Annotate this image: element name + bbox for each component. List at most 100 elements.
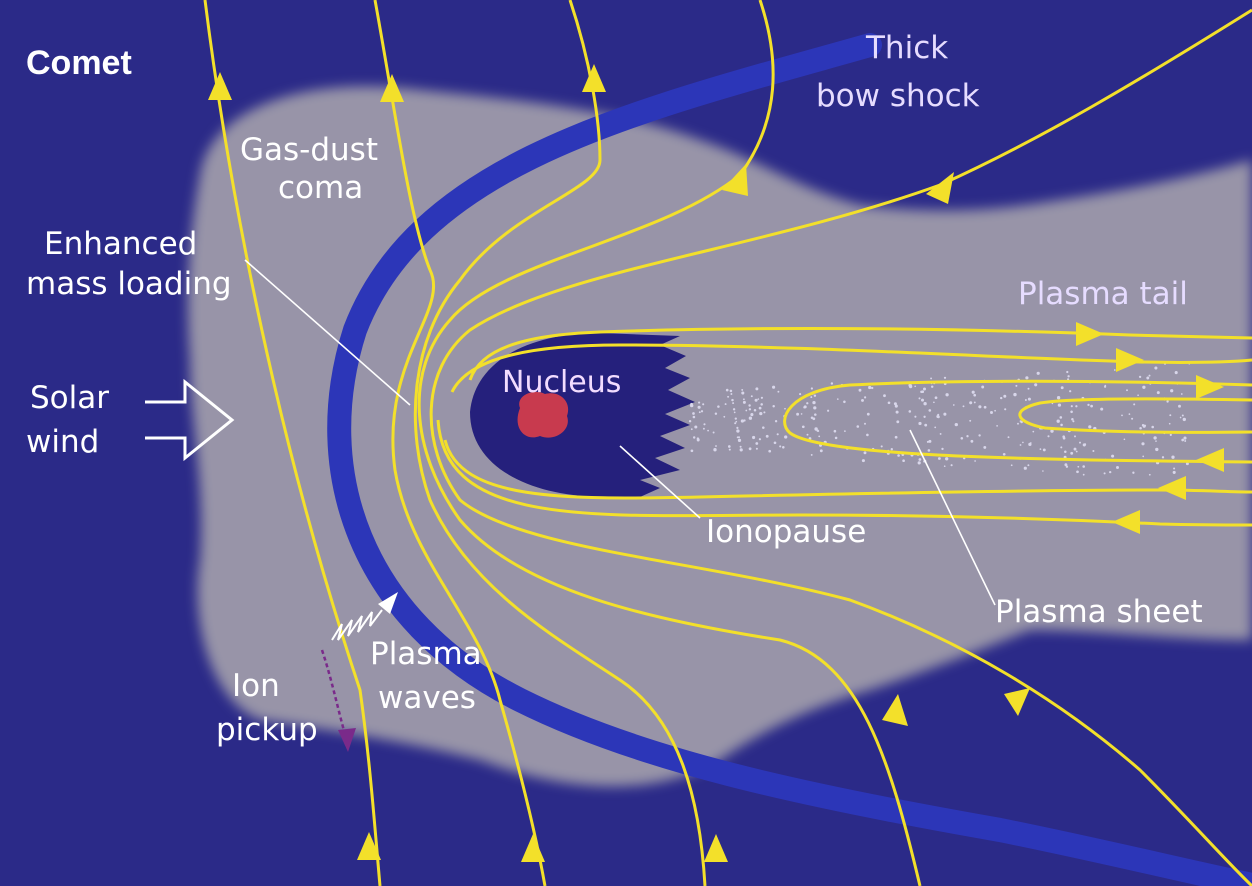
plasma-particle xyxy=(1010,464,1013,467)
plasma-particle xyxy=(803,406,806,409)
plasma-particle xyxy=(741,388,744,391)
plasma-particle xyxy=(943,465,946,468)
plasma-particle xyxy=(1103,472,1106,475)
plasma-particle xyxy=(1082,443,1086,447)
plasma-particle xyxy=(1161,456,1165,459)
plasma-particle xyxy=(724,403,727,406)
field-line-3 xyxy=(413,0,707,886)
plasma-particle xyxy=(943,376,947,379)
plasma-particle xyxy=(773,441,777,445)
coma-label-line1: Gas-dust xyxy=(240,132,378,168)
plasma-particle xyxy=(1172,470,1176,474)
plasma-particle xyxy=(833,429,837,433)
plasma-particle xyxy=(799,393,802,396)
plasma-particle xyxy=(943,412,947,416)
plasma-particle xyxy=(739,445,742,448)
plasma-particle xyxy=(796,412,800,416)
plasma-particle xyxy=(732,402,735,405)
plasma-particle xyxy=(1071,418,1074,421)
plasma-particle xyxy=(1004,408,1007,411)
plasma-particle xyxy=(727,445,731,448)
plasma-particle xyxy=(934,426,937,429)
plasma-particle xyxy=(996,425,998,427)
plasma-particle xyxy=(1075,405,1078,408)
plasma-particle xyxy=(712,431,715,434)
field-line-2 xyxy=(373,0,547,886)
plasma-particle xyxy=(1082,473,1085,476)
plasma-particle xyxy=(1072,420,1075,423)
plasma-particle xyxy=(969,419,972,422)
plasma-particle xyxy=(945,393,949,397)
plasma-particle xyxy=(774,420,778,423)
plasma-particle xyxy=(1184,440,1187,442)
plasma-particle xyxy=(808,437,812,440)
plasma-particle xyxy=(1180,393,1183,395)
plasma-particle xyxy=(740,419,745,423)
plasma-particle xyxy=(1121,414,1123,417)
plasma-particle xyxy=(894,404,898,408)
plasma-particle xyxy=(1146,376,1150,380)
arrow-up-icon xyxy=(882,694,908,726)
plasma-particle xyxy=(827,409,830,412)
plasma-particle xyxy=(760,396,764,399)
plasma-particle xyxy=(1017,422,1019,425)
plasma-tail-label: Plasma tail xyxy=(1018,276,1188,312)
plasma-particle xyxy=(762,426,765,429)
plasma-particle xyxy=(1111,454,1115,458)
plasma-particle xyxy=(1179,416,1182,419)
plasma-particle xyxy=(765,434,769,438)
field-line-8 xyxy=(436,419,1252,527)
plasma-particle xyxy=(937,415,940,419)
plasma-particle xyxy=(983,445,987,449)
plasma-particle xyxy=(748,404,751,407)
plasma-particle xyxy=(1133,403,1136,406)
plasma-particle xyxy=(755,442,759,445)
plasma-particle xyxy=(966,435,969,438)
plasma-particle xyxy=(1023,466,1027,470)
plasma-particle xyxy=(866,433,869,437)
plasma-particle xyxy=(768,449,772,453)
plasma-particle xyxy=(757,398,760,400)
plasma-particle xyxy=(1024,399,1027,401)
plasma-particle xyxy=(776,433,779,436)
plasma-particle xyxy=(819,449,823,453)
plasma-particle xyxy=(763,411,766,414)
plasma-particle xyxy=(1019,444,1022,446)
plasma-particle xyxy=(1007,436,1010,439)
plasma-particle xyxy=(760,403,763,406)
bow-shock xyxy=(327,33,1252,886)
plasma-particle xyxy=(1090,404,1093,408)
plasma-particle xyxy=(973,401,976,404)
plasma-particle xyxy=(893,402,897,406)
ionopause-label: Ionopause xyxy=(706,514,866,550)
plasma-particle xyxy=(1142,455,1145,458)
plasma-particle xyxy=(894,435,898,439)
plasma-particle xyxy=(755,387,759,391)
plasma-particle xyxy=(784,435,788,439)
plasma-particle xyxy=(945,457,949,461)
plasma-particle xyxy=(694,425,698,429)
plasma-particle xyxy=(707,429,709,432)
plasma-particle xyxy=(730,393,733,395)
plasma-particle xyxy=(939,432,942,435)
plasma-particle xyxy=(969,401,973,405)
pointer-lines xyxy=(244,259,996,606)
plasma-particle xyxy=(978,434,981,437)
plasma-particle xyxy=(806,402,809,405)
plasma-particle xyxy=(800,413,803,415)
plasma-particle xyxy=(727,395,730,398)
plasma-particle xyxy=(813,406,817,410)
plasma-particle xyxy=(1059,416,1063,419)
plasma-particle xyxy=(817,430,820,432)
field-line-1 xyxy=(203,0,382,886)
plasma-particle xyxy=(1131,417,1134,420)
plasma-particle xyxy=(924,423,928,427)
plasma-particle xyxy=(1075,450,1078,453)
arrow-right-icon xyxy=(1076,322,1104,346)
ion-pickup-arrow-icon xyxy=(338,728,356,752)
plasma-particle xyxy=(818,435,821,438)
plasma-particle xyxy=(698,401,701,404)
plasma-waves-label-line2: waves xyxy=(378,680,476,716)
plasma-particle xyxy=(717,405,720,408)
